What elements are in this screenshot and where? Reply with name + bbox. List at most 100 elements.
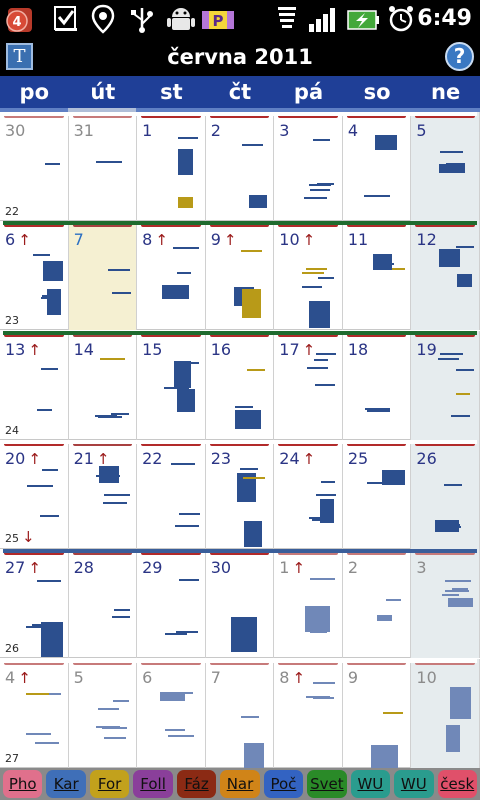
day-cell[interactable]: 31 (69, 112, 138, 221)
event-block[interactable] (112, 616, 131, 619)
day-cell[interactable]: 8 ↑ (274, 658, 343, 768)
event-block[interactable] (44, 163, 60, 165)
event-block[interactable] (308, 184, 331, 186)
calendar-filter-button[interactable]: Pho (3, 770, 43, 798)
event-block[interactable] (40, 297, 55, 300)
event-block[interactable] (178, 579, 199, 582)
day-cell[interactable]: 12 (411, 221, 480, 331)
day-cell[interactable]: 11 (343, 221, 412, 331)
event-block[interactable] (98, 415, 123, 418)
calendar-filter-button[interactable]: Nar (220, 770, 260, 798)
day-cell[interactable]: 7 (206, 658, 275, 771)
calendar-filter-button[interactable]: Fáz (176, 770, 217, 798)
month-title[interactable]: června 2011 (167, 45, 313, 69)
day-cell[interactable]: 6 ↑ 23 (0, 221, 69, 331)
event-block[interactable] (313, 358, 328, 361)
day-cell[interactable]: 14 (69, 330, 138, 440)
event-block[interactable] (242, 144, 264, 146)
event-block[interactable] (179, 361, 199, 364)
event-block[interactable] (309, 189, 330, 191)
calendar-filter-button[interactable]: Kar (46, 770, 86, 798)
event-block[interactable] (41, 468, 58, 471)
event-block[interactable] (177, 149, 193, 175)
event-block[interactable] (164, 728, 185, 731)
event-block[interactable] (443, 483, 462, 486)
calendar-filter-button[interactable]: Poč (263, 770, 304, 798)
day-cell[interactable]: 2 (343, 549, 412, 659)
event-block[interactable] (438, 164, 465, 173)
calendar-filter-button[interactable]: For (89, 770, 130, 798)
today-button[interactable]: T (6, 43, 33, 70)
event-block[interactable] (244, 742, 265, 771)
event-block[interactable] (112, 292, 132, 295)
event-block[interactable] (161, 285, 189, 300)
event-block[interactable] (373, 254, 393, 271)
event-block[interactable] (104, 736, 127, 739)
day-cell[interactable]: 25 (343, 439, 412, 549)
event-block[interactable] (382, 469, 406, 485)
event-block[interactable] (377, 615, 393, 622)
event-block[interactable] (243, 476, 266, 479)
event-block[interactable] (304, 606, 330, 633)
calendar-filter-button[interactable]: WU (350, 770, 391, 798)
day-cell[interactable]: 4 ↑ 27 (0, 658, 69, 768)
event-block[interactable] (441, 594, 459, 597)
event-block[interactable] (111, 412, 130, 415)
day-cell[interactable]: 29 (137, 549, 206, 659)
event-block[interactable] (170, 462, 195, 465)
day-cell[interactable]: 7 (68, 221, 138, 331)
day-cell[interactable]: 13 ↑ 24 (0, 330, 69, 440)
event-block[interactable] (237, 472, 257, 502)
day-cell[interactable]: 16 (206, 330, 275, 440)
day-cell[interactable]: 10 ↑ (274, 221, 343, 331)
event-block[interactable] (308, 301, 330, 329)
event-block[interactable] (439, 151, 463, 153)
day-cell[interactable]: 17 ↑ (274, 330, 343, 440)
event-block[interactable] (441, 523, 460, 526)
event-block[interactable] (365, 407, 391, 410)
day-cell[interactable]: 22 (137, 439, 206, 549)
event-block[interactable] (384, 268, 406, 271)
event-block[interactable] (456, 274, 472, 288)
day-cell[interactable]: 9 ↑ (206, 221, 275, 331)
event-block[interactable] (314, 383, 335, 386)
event-block[interactable] (447, 598, 473, 608)
event-block[interactable] (159, 691, 185, 701)
day-cell[interactable]: 10 (411, 658, 480, 768)
event-block[interactable] (235, 409, 262, 429)
event-block[interactable] (383, 711, 404, 714)
day-cell[interactable]: 3 (411, 549, 480, 659)
event-block[interactable] (312, 139, 330, 141)
event-block[interactable] (315, 493, 336, 496)
event-block[interactable] (43, 580, 61, 583)
event-block[interactable] (437, 357, 459, 360)
event-block[interactable] (25, 732, 51, 735)
event-block[interactable] (174, 524, 199, 527)
help-button[interactable]: ? (445, 42, 474, 71)
event-block[interactable] (306, 366, 328, 369)
day-cell[interactable]: 18 (343, 330, 412, 440)
event-block[interactable] (242, 289, 262, 319)
event-block[interactable] (455, 246, 474, 249)
day-cell[interactable]: 26 (411, 439, 480, 549)
event-block[interactable] (231, 617, 258, 653)
day-cell[interactable]: 28 (69, 549, 138, 659)
day-cell[interactable]: 24 ↑ (274, 439, 343, 549)
event-block[interactable] (241, 715, 260, 718)
event-block[interactable] (172, 247, 199, 250)
event-block[interactable] (305, 268, 327, 271)
event-block[interactable] (320, 480, 335, 483)
event-block[interactable] (444, 580, 471, 583)
event-block[interactable] (177, 137, 198, 139)
event-block[interactable] (301, 286, 322, 289)
event-block[interactable] (113, 699, 130, 702)
day-cell[interactable]: 27 ↑ 26 (0, 549, 69, 659)
event-block[interactable] (312, 696, 334, 699)
event-block[interactable] (449, 686, 471, 719)
event-block[interactable] (375, 135, 398, 150)
event-block[interactable] (167, 734, 194, 737)
event-block[interactable] (114, 609, 131, 612)
event-block[interactable] (102, 726, 128, 729)
event-block[interactable] (176, 272, 191, 275)
event-block[interactable] (34, 741, 59, 744)
